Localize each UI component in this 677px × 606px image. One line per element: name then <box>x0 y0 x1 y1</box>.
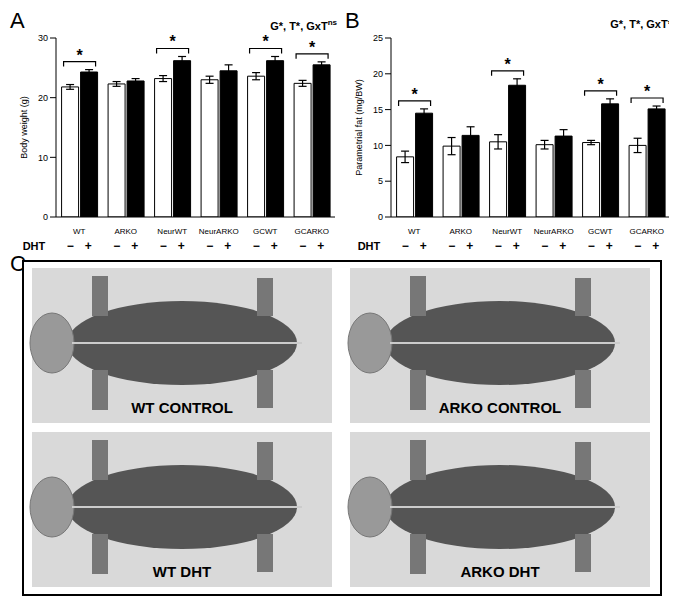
html-text:A: A <box>10 8 25 33</box>
svg-text:Parametrial fat (mg/BW): Parametrial fat (mg/BW) <box>354 79 364 176</box>
svg-text:−: − <box>541 239 548 253</box>
svg-text:−: − <box>160 239 167 253</box>
svg-text:+: + <box>652 239 659 253</box>
svg-text:+: + <box>466 239 473 253</box>
svg-text:+: + <box>178 239 185 253</box>
svg-text:GCARKO: GCARKO <box>629 227 664 236</box>
svg-text:ARKO: ARKO <box>114 227 137 236</box>
svg-text:*: * <box>504 56 511 73</box>
svg-text:+: + <box>131 239 138 253</box>
svg-text:ARKO: ARKO <box>449 227 472 236</box>
svg-text:+: + <box>85 239 92 253</box>
svg-text:30: 30 <box>38 33 48 43</box>
html-text:G*, T*, GxTns: G*, T*, GxTns <box>270 18 337 32</box>
svg-text:−: − <box>299 239 306 253</box>
svg-text:DHT: DHT <box>23 240 46 252</box>
svg-text:+: + <box>513 239 520 253</box>
svg-text:+: + <box>420 239 427 253</box>
svg-text:−: − <box>495 239 502 253</box>
svg-text:WT: WT <box>73 227 86 236</box>
svg-text:10: 10 <box>38 153 48 163</box>
svg-text:NeurWT: NeurWT <box>157 227 187 236</box>
svg-text:NeurARKO: NeurARKO <box>199 227 239 236</box>
html-text:C: C <box>10 251 26 276</box>
svg-text:+: + <box>317 239 324 253</box>
svg-text:10: 10 <box>373 141 383 151</box>
svg-text:ARKO CONTROL: ARKO CONTROL <box>439 399 562 416</box>
svg-text:20: 20 <box>373 69 383 79</box>
svg-text:NeurARKO: NeurARKO <box>534 227 574 236</box>
svg-text:*: * <box>169 33 176 50</box>
svg-text:WT DHT: WT DHT <box>153 563 211 580</box>
svg-text:15: 15 <box>373 105 383 115</box>
html-text:G*, T*, GxT*: G*, T*, GxT* <box>610 18 672 30</box>
svg-text:NeurWT: NeurWT <box>492 227 522 236</box>
svg-text:0: 0 <box>378 212 383 222</box>
svg-text:+: + <box>559 239 566 253</box>
svg-text:−: − <box>448 239 455 253</box>
svg-text:−: − <box>253 239 260 253</box>
svg-text:WT CONTROL: WT CONTROL <box>131 399 233 416</box>
svg-text:−: − <box>634 239 641 253</box>
svg-text:Body weight (g): Body weight (g) <box>19 96 29 159</box>
svg-text:*: * <box>309 39 316 56</box>
svg-text:25: 25 <box>373 33 383 43</box>
svg-text:−: − <box>402 239 409 253</box>
svg-text:GCARKO: GCARKO <box>294 227 329 236</box>
html-text:B: B <box>345 8 360 33</box>
svg-text:*: * <box>411 86 418 103</box>
svg-text:−: − <box>206 239 213 253</box>
svg-text:DHT: DHT <box>358 240 381 252</box>
svg-text:*: * <box>262 33 269 50</box>
svg-text:*: * <box>644 83 651 100</box>
svg-text:GCWT: GCWT <box>588 227 613 236</box>
svg-text:GCWT: GCWT <box>253 227 278 236</box>
svg-text:*: * <box>76 47 83 64</box>
svg-text:20: 20 <box>38 93 48 103</box>
svg-text:+: + <box>271 239 278 253</box>
svg-text:−: − <box>588 239 595 253</box>
svg-text:*: * <box>597 76 604 93</box>
svg-text:−: − <box>67 239 74 253</box>
svg-text:ARKO DHT: ARKO DHT <box>460 563 539 580</box>
svg-text:WT: WT <box>408 227 421 236</box>
svg-text:0: 0 <box>43 212 48 222</box>
svg-text:+: + <box>224 239 231 253</box>
svg-text:+: + <box>606 239 613 253</box>
svg-text:5: 5 <box>378 176 383 186</box>
svg-text:−: − <box>113 239 120 253</box>
